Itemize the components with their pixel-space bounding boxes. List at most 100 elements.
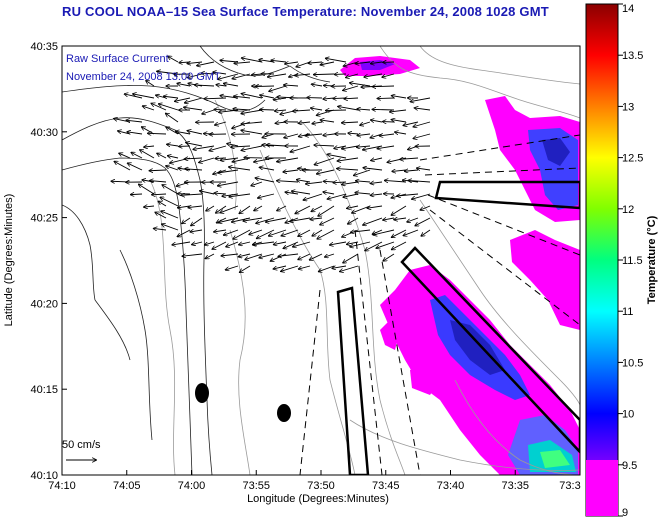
current-vector [187, 73, 203, 78]
current-vector [185, 97, 203, 103]
current-vector [382, 73, 395, 77]
y-axis-ticks: 40:35 40:30 40:25 40:20 40:15 40:10 [30, 41, 67, 482]
x-tick-label: 73:55 [242, 480, 270, 492]
current-vector [119, 153, 131, 159]
current-vector [383, 253, 395, 261]
colorbar-label: Temperature (°C) [646, 215, 658, 304]
current-vector [311, 108, 323, 110]
current-vector [181, 194, 203, 195]
current-vector [298, 229, 311, 236]
current-vector [357, 109, 371, 110]
current-vector [318, 205, 335, 216]
colorbar-tick-label: 12 [622, 204, 634, 216]
current-vector [218, 181, 239, 186]
current-vector [149, 170, 167, 171]
current-vector [293, 110, 311, 111]
current-vector [232, 73, 251, 79]
current-vector [131, 194, 143, 195]
current-vector [257, 229, 275, 238]
current-vector [164, 96, 179, 98]
current-vector [283, 170, 299, 172]
current-vector [417, 168, 431, 170]
x-axis-ticks: 74:10 74:05 74:00 73:55 73:50 73:45 73:40 73:35… [48, 470, 581, 492]
current-vector [162, 185, 179, 195]
current-vector [133, 94, 155, 99]
current-vector [177, 229, 191, 237]
current-vector [205, 253, 215, 259]
current-vector [350, 83, 371, 87]
current-vector [277, 157, 299, 162]
colorbar-tick-label: 10 [622, 409, 634, 421]
current-vector [241, 109, 263, 114]
current-vector [229, 167, 251, 171]
current-vector [187, 131, 203, 135]
current-vector [403, 121, 419, 125]
current-vector [320, 61, 335, 65]
current-vector [355, 62, 371, 64]
station-dot-1 [195, 383, 209, 403]
current-vector [344, 98, 359, 99]
current-vector [218, 73, 239, 79]
current-vector [342, 145, 359, 149]
current-vector [293, 241, 311, 247]
current-vector [340, 265, 359, 272]
current-vector [166, 166, 179, 171]
current-vector [239, 241, 251, 245]
current-vector [201, 73, 215, 74]
current-vector [371, 158, 383, 161]
current-vector [218, 217, 239, 223]
current-vector [143, 106, 155, 111]
current-vector [290, 145, 311, 152]
current-vector [241, 130, 263, 135]
current-vector [184, 158, 203, 159]
current-vector [150, 181, 167, 182]
current-vector [205, 241, 215, 245]
current-vector [240, 265, 251, 272]
current-vector [312, 229, 323, 236]
scale-label: 50 cm/s [62, 439, 101, 451]
map-title: RU COOL NOAA–15 Sea Surface Temperature:… [62, 4, 549, 19]
current-vector [206, 205, 215, 211]
current-vector [337, 169, 359, 170]
y-tick-label: 40:30 [30, 127, 58, 139]
current-vector [160, 197, 179, 207]
current-vector [298, 122, 311, 123]
current-vector [283, 241, 299, 248]
current-vector [373, 229, 395, 235]
beam-south [336, 286, 370, 475]
current-vector [239, 205, 251, 213]
current-vector [157, 153, 167, 159]
current-vector [167, 144, 179, 146]
colorbar [585, 3, 619, 517]
colorbar-tick-label: 13 [622, 101, 634, 113]
current-vector [383, 218, 395, 220]
current-vector [351, 229, 371, 232]
current-vector [420, 205, 431, 210]
current-vector [376, 241, 395, 248]
current-vector [241, 145, 263, 150]
current-vector [330, 241, 347, 245]
current-vector [390, 110, 407, 112]
beam-southeast [400, 246, 580, 454]
legend-line-2: November 24, 2008 13:00 GMT [66, 71, 221, 83]
bathymetry-contours [149, 46, 580, 475]
current-vector [285, 62, 299, 64]
current-vector [317, 229, 335, 239]
current-vector [144, 146, 155, 147]
current-vector [221, 254, 239, 256]
current-vector [273, 265, 287, 269]
current-vector [126, 120, 143, 122]
current-vector [414, 108, 431, 110]
current-vector [168, 156, 179, 158]
current-vector [238, 253, 251, 257]
current-vector [271, 60, 287, 62]
current-vector [310, 253, 323, 260]
current-vector [253, 241, 275, 245]
current-vector [320, 120, 335, 122]
current-vector [190, 230, 203, 232]
current-vector [323, 134, 335, 135]
current-vector [200, 191, 215, 195]
current-vector [140, 150, 155, 159]
current-vector [343, 253, 359, 263]
current-vector [365, 241, 383, 251]
